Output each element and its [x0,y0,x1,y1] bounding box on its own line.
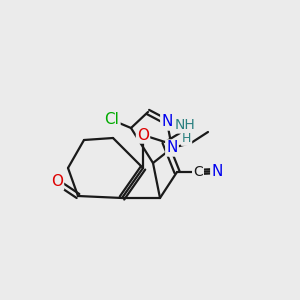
Text: O: O [137,128,149,142]
Text: NH: NH [175,118,195,133]
Text: N: N [161,115,173,130]
Text: N: N [166,140,178,155]
Text: N: N [211,164,223,178]
Text: Cl: Cl [105,112,119,128]
Text: C: C [193,165,203,179]
Text: O: O [51,175,63,190]
Text: H: H [182,132,191,145]
